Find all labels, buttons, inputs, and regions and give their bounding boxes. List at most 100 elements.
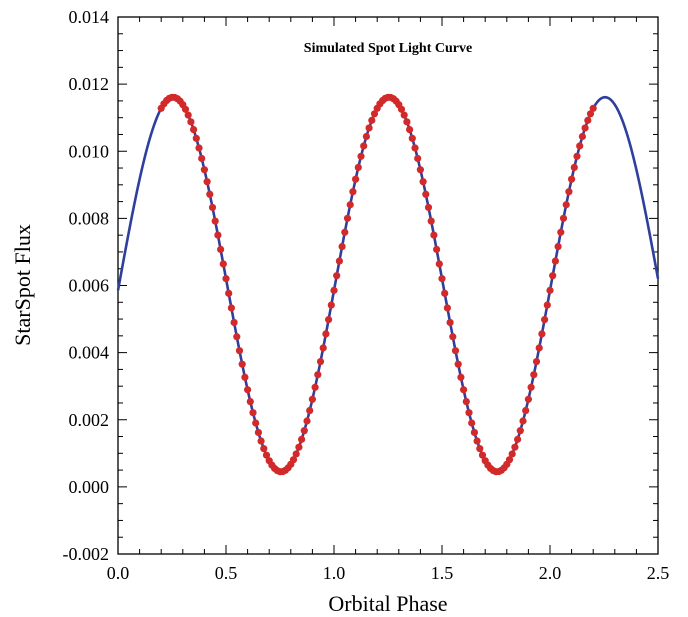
data-point bbox=[327, 301, 335, 309]
data-point bbox=[522, 406, 530, 415]
data-point bbox=[549, 272, 557, 280]
data-point bbox=[338, 242, 346, 251]
data-point bbox=[357, 152, 365, 160]
data-point bbox=[316, 357, 325, 366]
data-point bbox=[184, 111, 192, 119]
data-point bbox=[292, 450, 300, 458]
data-point bbox=[408, 134, 416, 142]
data-point bbox=[446, 318, 454, 327]
data-point bbox=[192, 134, 200, 142]
data-point bbox=[330, 286, 338, 294]
data-point bbox=[411, 144, 419, 152]
data-point bbox=[249, 409, 257, 417]
data-point bbox=[235, 347, 244, 355]
data-point bbox=[203, 178, 211, 186]
data-point bbox=[519, 417, 527, 425]
data-point bbox=[559, 214, 568, 222]
data-point bbox=[538, 330, 546, 338]
data-point bbox=[190, 126, 198, 134]
y-tick-label: 0.012 bbox=[69, 74, 110, 94]
observed-points bbox=[157, 93, 597, 476]
data-point bbox=[227, 304, 235, 312]
x-tick-label: 0.5 bbox=[215, 563, 238, 583]
data-point bbox=[233, 333, 241, 341]
data-point bbox=[508, 450, 516, 458]
data-point bbox=[586, 110, 595, 118]
data-point bbox=[527, 383, 535, 391]
data-point bbox=[195, 144, 203, 152]
data-point bbox=[457, 373, 465, 381]
data-point bbox=[230, 318, 238, 327]
data-point bbox=[187, 118, 195, 126]
y-tick-label: -0.002 bbox=[63, 544, 110, 564]
data-point bbox=[443, 304, 451, 312]
data-point bbox=[303, 417, 311, 425]
data-point bbox=[308, 395, 316, 403]
data-point bbox=[535, 344, 543, 352]
data-point bbox=[343, 214, 352, 222]
data-point bbox=[368, 116, 376, 124]
data-point bbox=[435, 260, 443, 268]
data-point bbox=[335, 257, 343, 265]
data-point bbox=[333, 272, 341, 280]
data-point bbox=[238, 360, 246, 368]
data-point bbox=[300, 427, 308, 435]
data-point bbox=[262, 451, 271, 459]
data-point bbox=[433, 245, 441, 253]
data-point bbox=[578, 132, 587, 141]
data-point bbox=[252, 419, 260, 427]
y-tick-label: 0.014 bbox=[69, 7, 110, 27]
data-point bbox=[422, 190, 430, 198]
x-axis-title: Orbital Phase bbox=[328, 591, 447, 616]
data-point bbox=[451, 347, 460, 355]
data-point bbox=[524, 395, 533, 403]
data-point bbox=[217, 245, 225, 253]
data-point bbox=[414, 154, 422, 163]
data-point bbox=[181, 105, 190, 113]
data-point bbox=[473, 437, 481, 445]
data-point bbox=[257, 437, 265, 445]
data-point bbox=[476, 445, 484, 453]
data-point bbox=[438, 275, 446, 283]
x-tick-label: 2.0 bbox=[539, 563, 562, 583]
data-point bbox=[400, 111, 408, 119]
data-point bbox=[430, 231, 438, 239]
data-point bbox=[341, 228, 349, 236]
data-point bbox=[573, 152, 581, 160]
data-point bbox=[225, 289, 233, 297]
data-point bbox=[362, 132, 370, 141]
y-tick-label: 0.006 bbox=[69, 276, 110, 296]
data-point bbox=[511, 443, 519, 451]
data-point bbox=[219, 260, 227, 268]
data-point bbox=[546, 286, 554, 294]
data-point bbox=[397, 105, 406, 113]
data-point bbox=[470, 428, 478, 437]
data-point bbox=[505, 456, 514, 464]
data-point bbox=[370, 110, 379, 118]
data-point bbox=[516, 427, 524, 435]
data-point bbox=[532, 357, 541, 366]
data-point bbox=[465, 409, 473, 417]
data-point bbox=[306, 406, 314, 415]
data-point bbox=[314, 371, 322, 379]
data-point bbox=[551, 257, 560, 265]
data-point bbox=[576, 142, 584, 150]
data-point bbox=[427, 217, 435, 225]
data-point bbox=[454, 360, 462, 368]
y-tick-label: 0.004 bbox=[69, 343, 110, 363]
data-point bbox=[298, 435, 306, 443]
data-point bbox=[441, 289, 449, 297]
data-point bbox=[419, 178, 427, 186]
data-point bbox=[200, 166, 208, 174]
data-point bbox=[254, 428, 262, 437]
data-point bbox=[462, 397, 470, 406]
data-point bbox=[365, 124, 373, 132]
data-point bbox=[211, 217, 219, 225]
data-point bbox=[352, 175, 360, 183]
y-tick-label: 0.002 bbox=[69, 410, 110, 430]
data-point bbox=[289, 456, 298, 464]
data-point bbox=[198, 154, 206, 163]
data-point bbox=[541, 315, 549, 324]
data-point bbox=[322, 330, 330, 338]
